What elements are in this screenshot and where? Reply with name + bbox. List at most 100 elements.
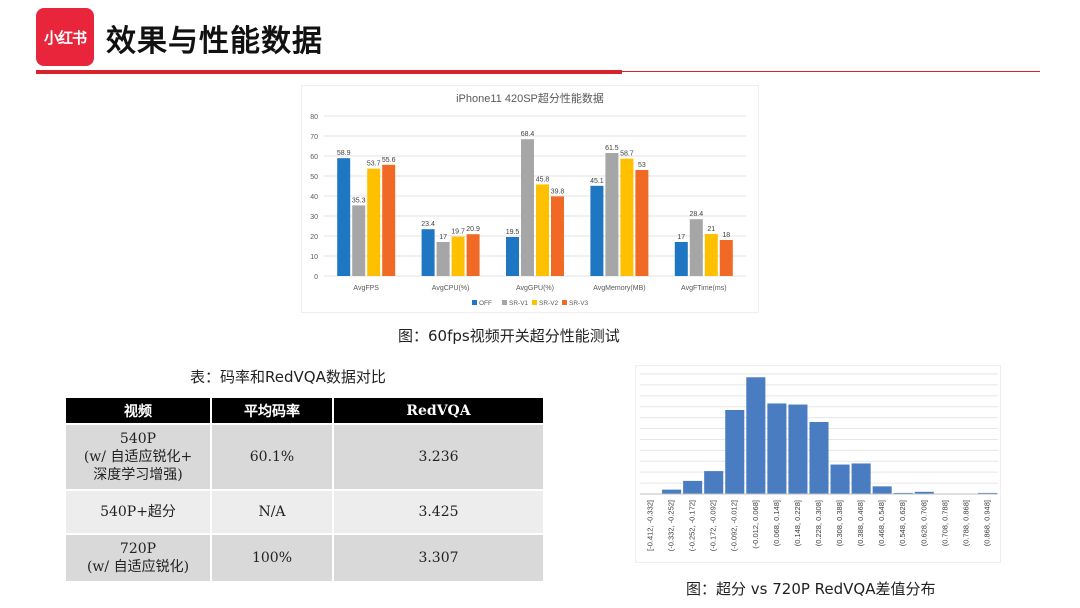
data-label: 45.8 [536,176,550,183]
bar [635,170,649,276]
data-label: 23.4 [421,221,435,228]
bar [382,164,396,276]
data-label: 39.8 [551,188,565,195]
x-tick-label: AvgMemory(MB) [593,285,645,292]
y-tick-label: 60 [310,154,318,161]
x-tick-label: (0.468, 0.548] [877,500,886,546]
legend-swatch [472,300,477,305]
x-tick-label: (0.068, 0.148] [772,500,781,546]
bar [590,185,604,276]
table-header-row: 视频 平均码率 RedVQA [66,398,543,423]
performance-bar-chart: iPhone11 420SP超分性能数据 0 10 20 30 40 50 60 70 80 58.… [302,86,758,312]
data-label: 17 [677,234,685,241]
bar [551,196,564,276]
x-tick-label: (0.868, 0.948] [982,500,991,546]
bar [421,229,435,276]
table-row: 720P (w/ 自适应锐化) 100% 3.307 [66,535,543,581]
y-tick-label: 30 [310,214,318,221]
bar-chart-caption: 图：60fps视频开关超分性能测试 [398,327,620,345]
legend-swatch [502,300,507,305]
x-tick-label: [-0.412, -0.332] [646,500,655,551]
page-title: 效果与性能数据 [106,24,323,59]
x-tick-label: (0.548, 0.628] [898,500,907,546]
bar [337,158,351,276]
y-tick-label: 0 [314,274,318,281]
x-tick-label: (-0.172, -0.092] [709,500,718,551]
bar [436,242,450,276]
x-tick-label: (0.708, 0.788] [940,500,949,546]
legend-entry: SR-V2 [539,300,559,307]
redvqa-diff-histogram-svg: [-0.412, -0.332] (-0.332, -0.252] (-0.252,… [640,373,998,551]
x-tick-label: AvgCPU(%) [432,285,470,292]
cell-bitrate: 100% [212,535,334,581]
data-label: 53 [638,162,646,169]
y-tick-label: 50 [310,174,318,181]
legend-swatch [532,300,537,305]
bar [506,237,519,276]
legend-swatch [562,300,567,305]
data-label: 58.7 [620,151,634,158]
data-label: 55.6 [382,157,396,164]
histogram-bar [851,463,871,494]
title-divider [622,71,1040,72]
table-row: 540P (w/ 自适应锐化+ 深度学习增强) 60.1% 3.236 [66,425,543,489]
comparison-table: 视频 平均码率 RedVQA 540P (w/ 自适应锐化+ 深度学习增强) 60.… [66,396,543,583]
x-tick-label: (0.388, 0.468] [856,500,865,546]
histogram-bar [662,489,682,494]
bar [674,242,688,276]
y-tick-label: 10 [310,254,318,261]
data-label: 53.7 [367,161,381,168]
x-tick-label: (0.148, 0.228] [793,500,802,546]
header-redvqa: RedVQA [334,398,543,423]
data-label: 19.7 [451,229,465,236]
histogram-bar [704,471,724,494]
histogram-bar [788,404,808,494]
histogram-bar [767,403,787,494]
bar [620,158,634,276]
performance-bar-chart-svg: iPhone11 420SP超分性能数据 0 10 20 30 40 50 60 70 80 58.… [310,91,746,307]
x-tick-label: (0.228, 0.308] [814,500,823,546]
bar [451,236,465,276]
xiaohongshu-logo: 小红书 [36,8,94,66]
bar [466,234,480,276]
header-bitrate: 平均码率 [212,398,334,423]
data-label: 19.5 [506,229,520,236]
histogram-bar [872,486,892,494]
data-label: 18 [722,232,730,239]
histogram-bar [914,491,934,494]
data-label: 28.4 [689,211,703,218]
title-underline [36,70,622,74]
x-tick-label: (0.628, 0.708] [919,500,928,546]
x-tick-label: (0.308, 0.388] [835,500,844,546]
bar [367,168,381,276]
bar [719,240,733,276]
y-tick-label: 70 [310,134,318,141]
data-label: 21 [707,226,715,233]
cell-redvqa: 3.307 [334,535,543,581]
data-label: 58.9 [337,150,351,157]
chart-title: iPhone11 420SP超分性能数据 [456,91,604,105]
histogram-bar [809,422,829,494]
x-tick-label: AvgFPS [353,285,379,292]
histogram-caption: 图：超分 vs 720P RedVQA差值分布 [686,580,936,598]
bar [352,205,366,276]
cell-redvqa: 3.236 [334,425,543,489]
data-label: 45.1 [590,178,604,185]
cell-redvqa: 3.425 [334,491,543,533]
x-tick-label: (0.788, 0.868] [961,500,970,546]
histogram-bar [893,492,913,494]
y-tick-label: 20 [310,234,318,241]
bar [521,139,534,276]
bar [704,234,718,276]
bar [605,153,619,276]
data-label: 20.9 [466,226,480,233]
x-tick-label: (-0.092, -0.012] [730,500,739,551]
data-label: 68.4 [521,131,535,138]
histogram-bar [746,377,766,494]
header-video: 视频 [66,398,212,423]
x-tick-label: (-0.012, 0.068] [751,500,760,549]
table-caption: 表：码率和RedVQA数据对比 [190,368,386,386]
cell-video: 540P+超分 [66,491,212,533]
y-tick-label: 40 [310,194,318,201]
y-tick-label: 80 [310,114,318,121]
